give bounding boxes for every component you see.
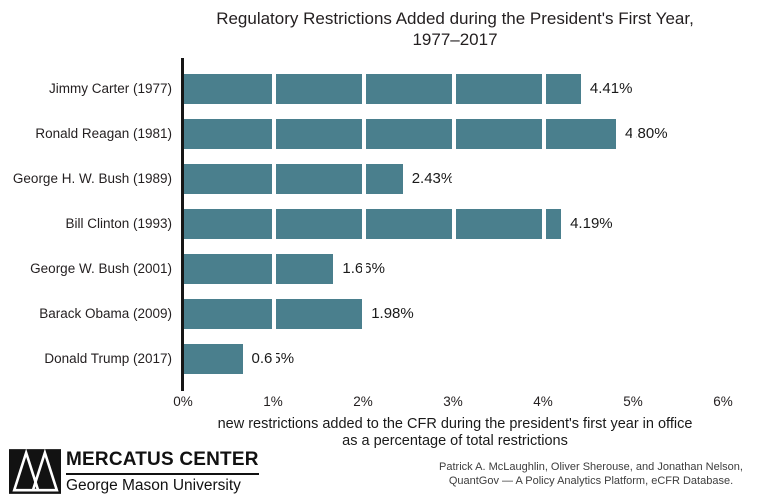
- bar: [184, 344, 243, 374]
- bar: [184, 209, 562, 239]
- x-axis-label-line1: new restrictions added to the CFR during…: [217, 416, 693, 432]
- logo-university-name: George Mason University: [66, 477, 241, 494]
- value-label: 1.98%: [371, 305, 414, 322]
- x-tick-label: 5%: [623, 394, 643, 409]
- bar: [184, 119, 616, 149]
- chart-title: Regulatory Restrictions Added during the…: [142, 8, 768, 50]
- category-label: Ronald Reagan (1981): [35, 126, 172, 141]
- value-label: 4.19%: [570, 215, 613, 232]
- bar: [184, 74, 581, 104]
- attribution-line1: Patrick A. McLaughlin, Oliver Sherouse, …: [439, 461, 743, 473]
- value-label: 2.43%: [411, 170, 455, 187]
- bar: [184, 254, 334, 284]
- gridline: [362, 68, 366, 380]
- category-label: George H. W. Bush (1989): [12, 171, 172, 186]
- source-attribution: Patrick A. McLaughlin, Oliver Sherouse, …: [426, 461, 756, 488]
- x-tick-label: 3%: [443, 394, 463, 409]
- x-tick-label: 1%: [263, 394, 283, 409]
- x-tick-label: 2%: [353, 394, 373, 409]
- bar: [184, 164, 403, 194]
- x-axis-label: new restrictions added to the CFR during…: [155, 416, 755, 450]
- logo-org-name: MERCATUS CENTER: [66, 449, 259, 475]
- gridline: [272, 68, 276, 380]
- value-label: 4.41%: [589, 80, 633, 97]
- y-axis-line: [181, 58, 184, 391]
- gridline: [542, 68, 546, 380]
- x-tick-label: 6%: [713, 394, 733, 409]
- x-axis-label-line2: as a percentage of total restrictions: [342, 433, 568, 449]
- category-label: Donald Trump (2017): [44, 351, 172, 366]
- gridline: [632, 68, 636, 380]
- category-label: Barack Obama (2009): [39, 306, 172, 321]
- category-label: George W. Bush (2001): [30, 261, 172, 276]
- attribution-line2: QuantGov — A Policy Analytics Platform, …: [448, 474, 734, 487]
- gridline: [452, 68, 456, 380]
- category-label: Jimmy Carter (1977): [48, 81, 172, 96]
- x-tick-label: 4%: [533, 394, 553, 409]
- chart-title-line1: Regulatory Restrictions Added during the…: [216, 9, 694, 28]
- x-tick-label: 0%: [173, 394, 193, 409]
- category-label: Bill Clinton (1993): [65, 216, 172, 231]
- chart-title-line2: 1977–2017: [412, 30, 498, 49]
- mercatus-logo-icon: [9, 449, 61, 494]
